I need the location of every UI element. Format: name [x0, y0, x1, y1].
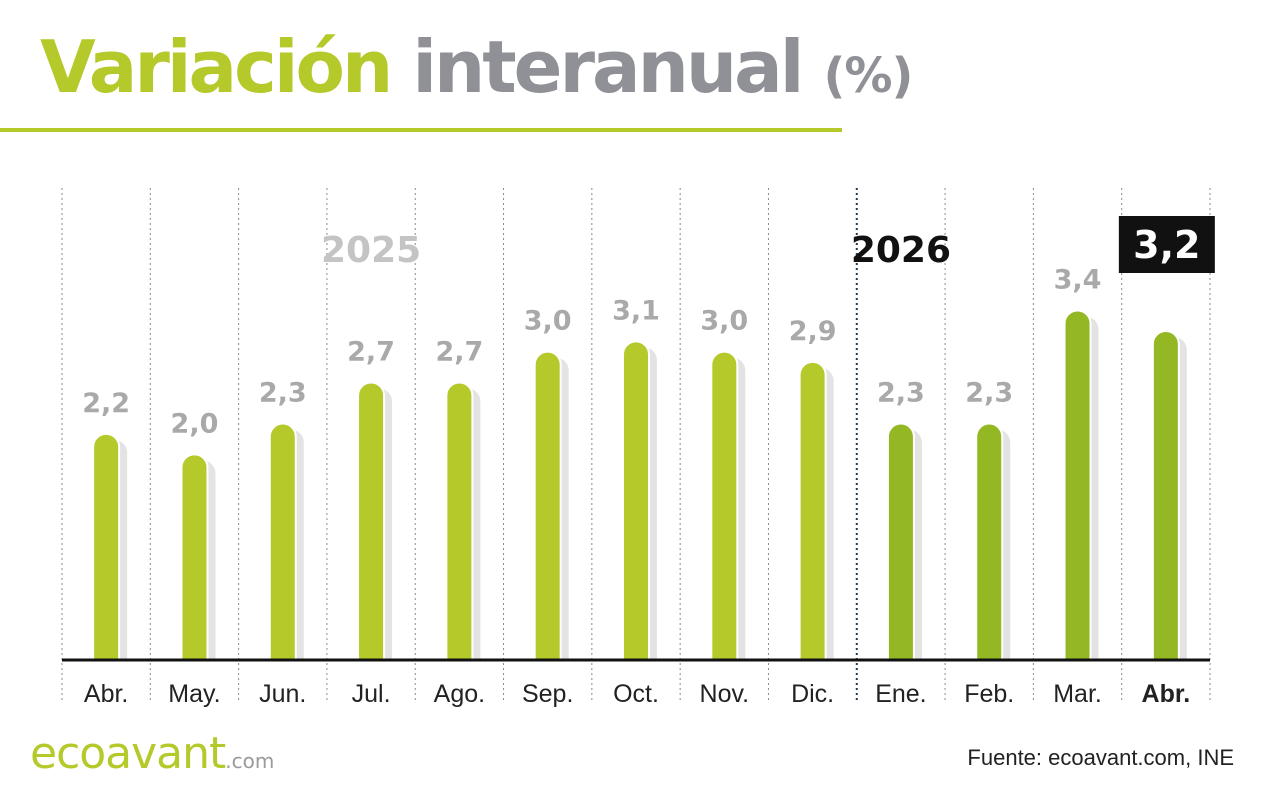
bar — [1151, 330, 1180, 661]
value-label: 3,0 — [700, 306, 748, 337]
bar — [92, 432, 121, 661]
category-label: Mar. — [1053, 680, 1102, 708]
bar — [445, 381, 474, 661]
bar — [180, 453, 209, 661]
year-label: 2025 — [321, 230, 421, 271]
value-label: 2,2 — [82, 388, 130, 419]
category-label: Jun. — [259, 680, 306, 708]
logo-brand: ecoavant — [30, 728, 226, 779]
bar — [710, 350, 739, 661]
ecoavant-logo: ecoavant.com — [30, 728, 274, 779]
value-label: 2,3 — [965, 378, 1013, 409]
chart-title: Variación interanual (%) — [40, 22, 913, 121]
value-label: 3,1 — [612, 295, 660, 326]
category-label: Ago. — [434, 680, 485, 708]
title-part-unit: (%) — [823, 48, 913, 104]
bar — [622, 340, 650, 661]
highlight-value-box — [1118, 216, 1215, 273]
logo-tld: .com — [225, 749, 275, 773]
value-label: 2,9 — [789, 316, 837, 347]
bar — [975, 422, 1004, 661]
title-underline — [0, 128, 842, 132]
value-label: 2,3 — [259, 378, 307, 409]
bar — [533, 350, 562, 661]
title-part-variacion: Variación — [40, 25, 393, 109]
bar — [798, 360, 827, 661]
value-label: 2,7 — [435, 336, 483, 367]
year-label: 2026 — [851, 230, 951, 271]
bar — [1063, 309, 1092, 661]
category-label: Ene. — [875, 680, 926, 708]
highlight-value-label: 3,2 — [1133, 223, 1200, 267]
value-label: 3,4 — [1054, 264, 1102, 295]
bar — [886, 422, 915, 661]
value-label: 2,3 — [877, 378, 925, 409]
category-label: Abr. — [1142, 680, 1191, 708]
value-label: 3,0 — [524, 306, 572, 337]
category-label: Jul. — [352, 680, 391, 708]
bar — [357, 381, 386, 661]
category-label: Feb. — [964, 680, 1014, 708]
category-label: Oct. — [613, 680, 659, 708]
category-label: Abr. — [84, 680, 128, 708]
title-part-interanual: interanual — [412, 25, 804, 109]
category-label: Sep. — [522, 680, 573, 708]
source-note: Fuente: ecoavant.com, INE — [967, 745, 1234, 770]
category-label: May. — [168, 680, 220, 708]
category-label: Nov. — [700, 680, 750, 708]
value-label: 2,0 — [171, 408, 219, 439]
category-label: Dic. — [791, 680, 834, 708]
bar — [268, 422, 297, 661]
value-label: 2,7 — [347, 336, 395, 367]
